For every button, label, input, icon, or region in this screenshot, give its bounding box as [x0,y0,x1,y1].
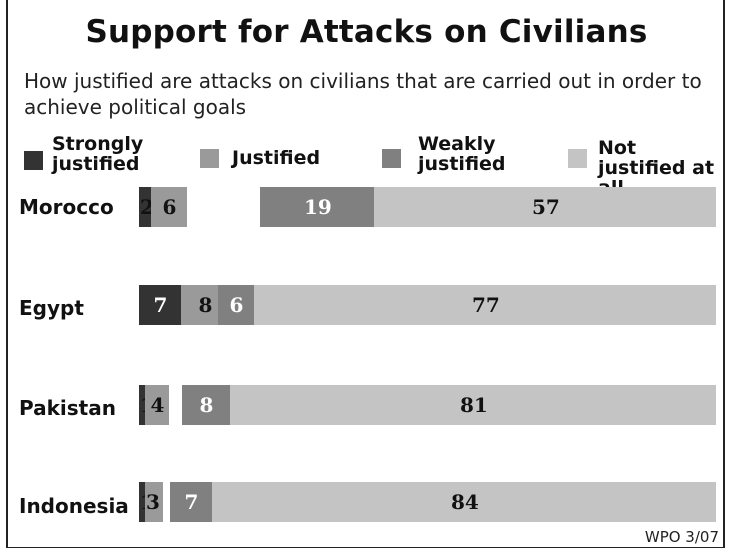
bar-segment-pakistan-justified [145,385,169,425]
country-label-egypt: Egypt [19,296,84,320]
country-label-indonesia: Indonesia [19,494,129,518]
data-label-egypt-strongly: 7 [153,293,168,317]
data-label-indonesia-not-justified: 84 [451,490,479,514]
legend-swatch-strongly-justified [24,151,43,170]
data-label-indonesia-weakly: 7 [184,490,199,514]
data-label-morocco-not-justified: 57 [532,195,560,219]
source-note: WPO 3/07 [644,528,719,546]
bar-segment-pakistan-not-justified [230,385,716,425]
legend-label-strongly-justified: Strongly justified [52,133,144,175]
data-label-pakistan-justified: 4 [150,393,165,417]
bar-segment-indonesia-justified [145,482,163,522]
bar-segment-indonesia-strongly [139,482,145,522]
data-label-pakistan-weakly: 8 [199,393,214,417]
bar-segment-morocco-justified [151,187,187,227]
bar-segment-egypt-strongly [139,285,181,325]
data-label-pakistan-not-justified: 81 [460,393,488,417]
legend-swatch-weakly-justified [382,149,401,168]
chart-frame [6,0,725,548]
legend-swatch-justified [200,149,219,168]
data-label-morocco-justified: 6 [162,195,177,219]
data-label-egypt-weakly: 6 [229,293,244,317]
bar-segment-egypt-not-justified [254,285,716,325]
data-label-morocco-strongly: 2 [140,195,154,219]
chart-subtitle: How justified are attacks on civilians t… [24,69,702,119]
legend-label-not-justified: Not justified at all [598,137,715,198]
bar-segment-morocco-strongly [139,187,151,227]
legend-label-weakly-justified: Weakly justified [418,133,506,175]
legend-label-justified: Justified [232,147,321,169]
country-label-morocco: Morocco [19,195,114,219]
bar-segment-pakistan-weakly [182,385,230,425]
data-label-egypt-not-justified: 77 [472,293,500,317]
legend-swatch-not-justified [568,149,587,168]
chart-title: Support for Attacks on Civilians [85,14,648,50]
bar-segment-indonesia-not-justified [212,482,716,522]
bar-segment-pakistan-strongly [139,385,145,425]
country-label-pakistan: Pakistan [19,396,116,420]
data-label-indonesia-justified: 3 [146,490,160,514]
data-label-egypt-justified: 8 [198,293,213,317]
data-label-morocco-weakly: 19 [304,195,332,219]
bar-segment-egypt-weakly [218,285,254,325]
bar-segment-morocco-weakly [260,187,374,227]
bar-segment-indonesia-weakly [170,482,212,522]
bar-segment-morocco-not-justified [374,187,716,227]
